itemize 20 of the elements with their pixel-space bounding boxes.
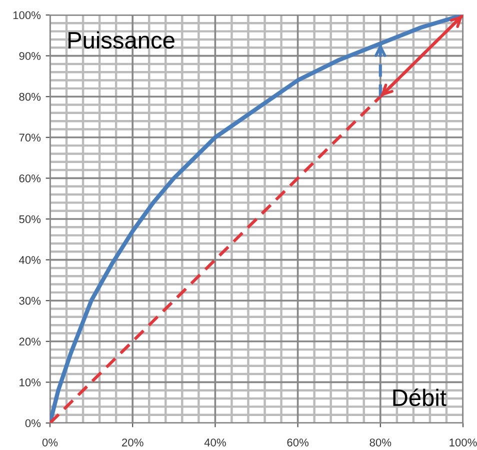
y-tick-label: 50% [19,215,41,224]
y-tick-label: 40% [18,256,41,264]
y-tick-label: 0% [25,419,41,428]
x-tick-label: 100% [450,438,477,446]
x-tick-label: 80% [370,438,392,446]
x-tick-label: 20% [122,438,144,446]
x-tick-label: 0% [42,438,58,446]
x-axis-title: Débit [393,388,446,406]
x-tick-label: 40% [204,438,226,446]
y-axis-title: Puissance [68,31,174,49]
y-tick-label: 90% [19,52,41,60]
y-tick-label: 10% [20,378,41,386]
y-tick-label: 70% [19,134,41,142]
y-tick-label: 20% [19,338,41,346]
y-tick-label: 30% [19,296,41,305]
y-tick-label: 100% [13,11,41,20]
y-tick-label: 80% [19,92,41,101]
line-series [50,15,463,423]
x-tick-label: 60% [287,438,309,446]
y-tick-label: 60% [19,174,41,182]
